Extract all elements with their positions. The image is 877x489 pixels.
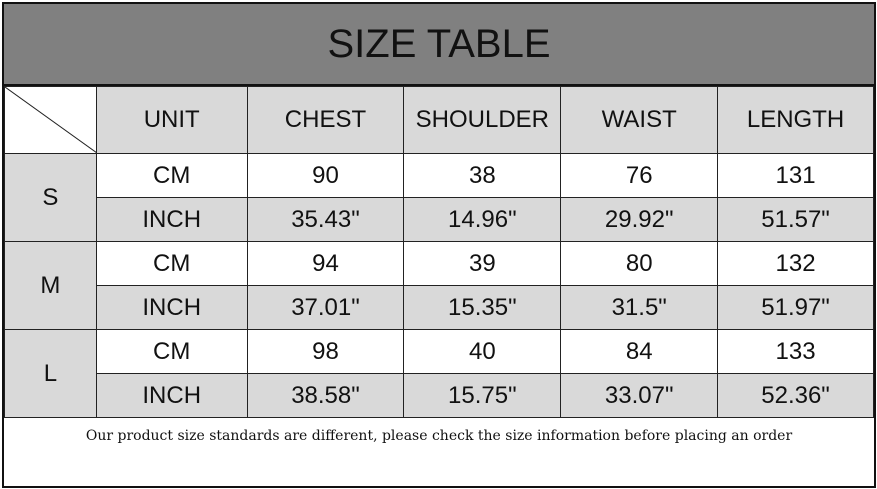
header-shoulder: SHOULDER [403,86,562,154]
length-cell: 52.36" [717,373,874,418]
table-row: INCH 38.58" 15.75" 33.07" 52.36" [5,373,874,418]
waist-cell: 76 [560,153,719,198]
waist-cell: 29.92" [560,197,719,242]
table-row: L CM 98 40 84 133 [4,329,874,418]
shoulder-cell: 15.75" [403,373,562,418]
size-label: S [4,153,97,242]
table-row: INCH 35.43" 14.96" 29.92" 51.57" [5,197,874,242]
length-cell: 51.97" [717,285,874,330]
header-waist: WAIST [560,86,719,154]
chest-cell: 35.43" [246,197,405,242]
chest-cell: 37.01" [246,285,405,330]
table-row: S CM 90 38 76 131 [4,153,874,242]
shoulder-cell: 15.35" [403,285,562,330]
chest-cell: 94 [246,241,405,286]
unit-cell: CM [95,241,248,286]
header-length: LENGTH [717,86,874,154]
chest-cell: 90 [246,153,405,198]
length-cell: 51.57" [717,197,874,242]
diagonal-line [5,87,97,153]
size-label: M [4,241,97,330]
header-chest: CHEST [246,86,405,154]
shoulder-cell: 38 [403,153,562,198]
chest-cell: 38.58" [246,373,405,418]
shoulder-cell: 14.96" [403,197,562,242]
length-cell: 133 [717,329,874,374]
unit-cell: INCH [95,197,248,242]
table-row: INCH 37.01" 15.35" 31.5" 51.97" [5,285,874,330]
corner-cell [4,86,97,154]
size-note: Our product size standards are different… [4,417,874,486]
header-unit: UNIT [95,86,248,154]
chest-cell: 98 [246,329,405,374]
table-title: SIZE TABLE [4,4,874,86]
shoulder-cell: 39 [403,241,562,286]
unit-cell: INCH [95,285,248,330]
unit-cell: INCH [95,373,248,418]
size-label: L [4,329,97,418]
table-row: M CM 94 39 80 132 [4,241,874,330]
length-cell: 131 [717,153,874,198]
header-row: UNIT CHEST SHOULDER WAIST LENGTH [4,86,874,154]
waist-cell: 31.5" [560,285,719,330]
waist-cell: 84 [560,329,719,374]
shoulder-cell: 40 [403,329,562,374]
size-grid: UNIT CHEST SHOULDER WAIST LENGTH S CM 90 38… [4,86,874,418]
waist-cell: 33.07" [560,373,719,418]
length-cell: 132 [717,241,874,286]
unit-cell: CM [95,329,248,374]
unit-cell: CM [95,153,248,198]
waist-cell: 80 [560,241,719,286]
